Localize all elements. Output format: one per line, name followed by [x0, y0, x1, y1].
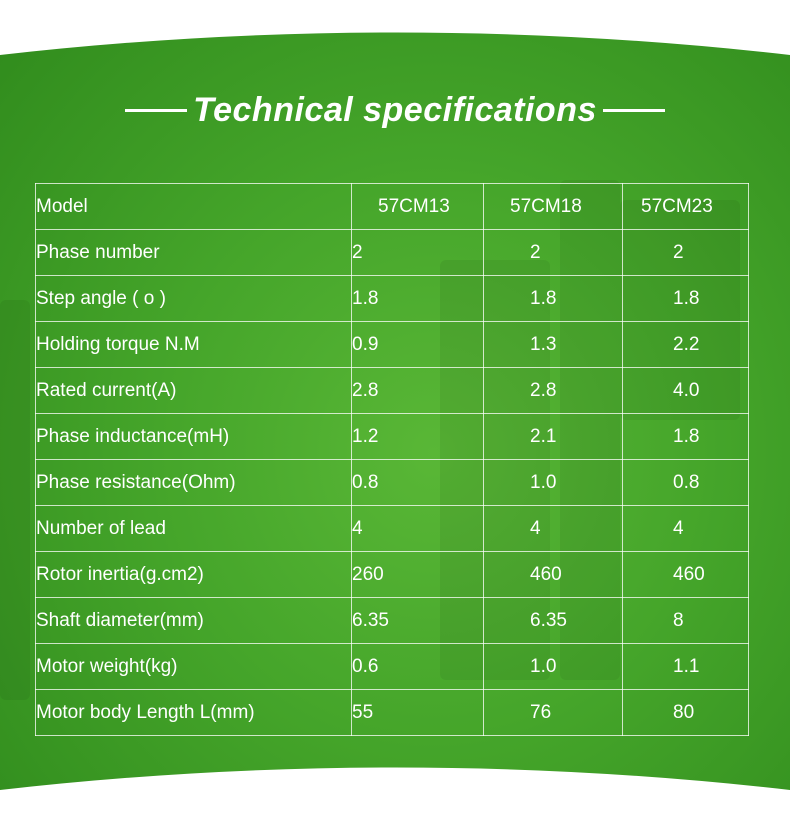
table-row: Shaft diameter(mm) 6.35 6.35 8	[35, 597, 749, 644]
row-label: Rated current(A)	[35, 367, 352, 414]
row-value: 460	[622, 551, 749, 598]
row-value: 2.1	[483, 413, 623, 460]
row-label: Rotor inertia(g.cm2)	[35, 551, 352, 598]
row-value: 460	[483, 551, 623, 598]
row-value: 1.1	[622, 643, 749, 690]
row-label: Motor weight(kg)	[35, 643, 352, 690]
model-header: 57CM18	[483, 183, 623, 230]
row-value: 8	[622, 597, 749, 644]
table-row: Motor body Length L(mm) 55 76 80	[35, 689, 749, 736]
row-value: 6.35	[483, 597, 623, 644]
table-row: Rotor inertia(g.cm2) 260 460 460	[35, 551, 749, 598]
title-block: Technical specifications	[0, 82, 790, 138]
row-value: 0.8	[622, 459, 749, 506]
row-value: 2.2	[622, 321, 749, 368]
row-label: Phase inductance(mH)	[35, 413, 352, 460]
row-value: 6.35	[351, 597, 484, 644]
row-label: Phase resistance(Ohm)	[35, 459, 352, 506]
row-label: Number of lead	[35, 505, 352, 552]
row-value: 1.8	[483, 275, 623, 322]
row-value: 0.6	[351, 643, 484, 690]
row-value: 1.3	[483, 321, 623, 368]
row-value: 2	[622, 229, 749, 276]
row-value: 1.8	[351, 275, 484, 322]
row-value: 4	[622, 505, 749, 552]
row-value: 2.8	[351, 367, 484, 414]
table-row: Holding torque N.M 0.9 1.3 2.2	[35, 321, 749, 368]
table-row: Phase resistance(Ohm) 0.8 1.0 0.8	[35, 459, 749, 506]
row-value: 4	[351, 505, 484, 552]
row-value: 1.0	[483, 459, 623, 506]
table-row: Number of lead 4 4 4	[35, 505, 749, 552]
row-label: Motor body Length L(mm)	[35, 689, 352, 736]
background-shade	[0, 300, 30, 700]
row-label: Step angle ( o )	[35, 275, 352, 322]
title-dash-right	[602, 108, 665, 112]
row-value: 76	[483, 689, 623, 736]
row-value: 4.0	[622, 367, 749, 414]
spec-table: Model 57CM13 57CM18 57CM23 Phase number …	[35, 183, 749, 736]
table-row: Phase number 2 2 2	[35, 229, 749, 276]
table-row: Rated current(A) 2.8 2.8 4.0	[35, 367, 749, 414]
row-value: 4	[483, 505, 623, 552]
row-value: 80	[622, 689, 749, 736]
row-value: 0.9	[351, 321, 484, 368]
table-row: Step angle ( o ) 1.8 1.8 1.8	[35, 275, 749, 322]
row-value: 2.8	[483, 367, 623, 414]
row-value: 1.0	[483, 643, 623, 690]
row-value: 2	[351, 229, 484, 276]
table-row: Phase inductance(mH) 1.2 2.1 1.8	[35, 413, 749, 460]
row-value: 1.8	[622, 275, 749, 322]
page-title: Technical specifications	[193, 90, 597, 129]
row-value: 1.8	[622, 413, 749, 460]
model-header: 57CM23	[622, 183, 749, 230]
header-label: Model	[35, 183, 352, 230]
table-row: Motor weight(kg) 0.6 1.0 1.1	[35, 643, 749, 690]
header-row: Model 57CM13 57CM18 57CM23	[35, 183, 749, 230]
row-label: Shaft diameter(mm)	[35, 597, 352, 644]
row-value: 1.2	[351, 413, 484, 460]
row-value: 55	[351, 689, 484, 736]
row-value: 2	[483, 229, 623, 276]
title-dash-left	[125, 108, 188, 112]
row-label: Holding torque N.M	[35, 321, 352, 368]
row-value: 260	[351, 551, 484, 598]
row-value: 0.8	[351, 459, 484, 506]
row-label: Phase number	[35, 229, 352, 276]
model-header: 57CM13	[351, 183, 484, 230]
